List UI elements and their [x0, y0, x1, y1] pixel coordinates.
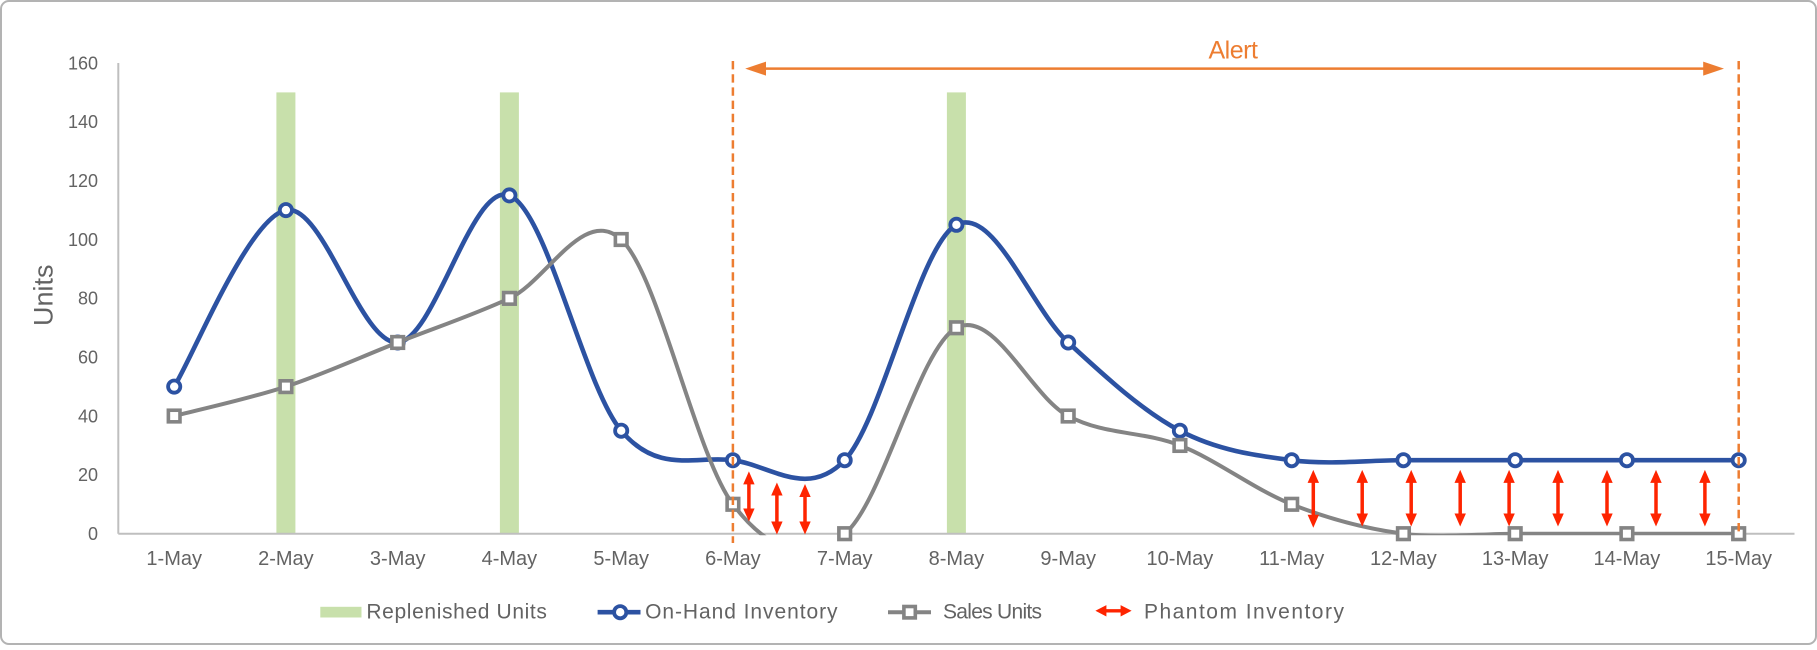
svg-text:11-May: 11-May — [1259, 548, 1324, 570]
svg-text:1-May: 1-May — [146, 548, 202, 570]
svg-text:15-May: 15-May — [1705, 548, 1772, 570]
svg-text:Replenished Units: Replenished Units — [366, 600, 547, 623]
svg-text:140: 140 — [68, 112, 98, 132]
svg-text:10-May: 10-May — [1147, 548, 1214, 570]
svg-text:20: 20 — [78, 465, 98, 485]
svg-text:120: 120 — [68, 171, 98, 191]
svg-text:4-May: 4-May — [482, 548, 538, 570]
svg-text:On-Hand Inventory: On-Hand Inventory — [645, 600, 838, 623]
svg-text:3-May: 3-May — [370, 548, 426, 570]
svg-text:13-May: 13-May — [1482, 548, 1549, 570]
svg-text:7-May: 7-May — [817, 548, 873, 570]
svg-text:2-May: 2-May — [258, 548, 314, 570]
svg-text:6-May: 6-May — [705, 548, 761, 570]
svg-text:40: 40 — [78, 406, 98, 426]
svg-text:9-May: 9-May — [1040, 548, 1096, 570]
svg-text:Alert: Alert — [1208, 37, 1258, 65]
svg-text:5-May: 5-May — [593, 548, 649, 570]
svg-text:100: 100 — [68, 230, 98, 250]
svg-text:Sales Units: Sales Units — [943, 600, 1042, 623]
svg-text:12-May: 12-May — [1370, 548, 1437, 570]
svg-text:Units: Units — [29, 265, 59, 327]
svg-text:160: 160 — [68, 53, 98, 73]
svg-text:0: 0 — [88, 524, 98, 544]
svg-text:Phantom Inventory: Phantom Inventory — [1144, 600, 1345, 623]
svg-text:14-May: 14-May — [1594, 548, 1661, 570]
svg-text:80: 80 — [78, 289, 98, 309]
svg-text:8-May: 8-May — [929, 548, 985, 570]
svg-text:60: 60 — [78, 348, 98, 368]
